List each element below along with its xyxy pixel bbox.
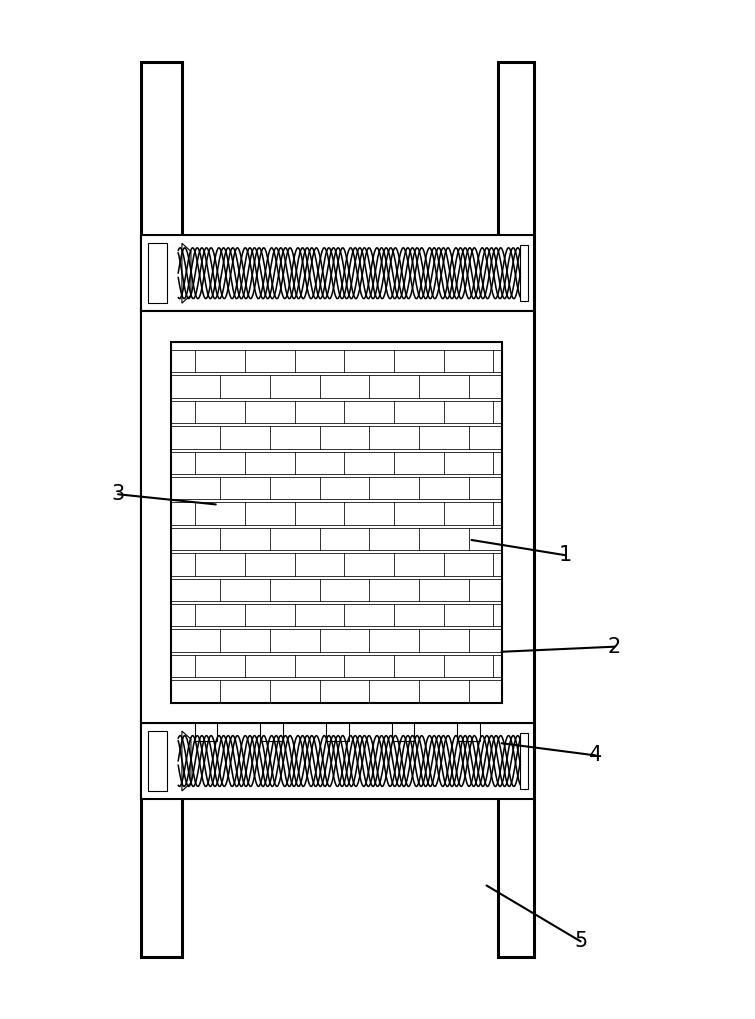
Bar (392, 722, 414, 741)
Bar (148, 731, 167, 791)
Bar (457, 722, 479, 741)
Text: 3: 3 (111, 484, 125, 504)
Text: 5: 5 (574, 931, 587, 952)
Bar (148, 244, 167, 304)
Polygon shape (182, 731, 191, 791)
Bar (520, 733, 528, 789)
Bar (171, 341, 501, 702)
Bar (520, 246, 528, 302)
Bar (326, 722, 349, 741)
Text: 1: 1 (559, 545, 572, 566)
Bar (140, 235, 534, 312)
Text: 4: 4 (589, 746, 602, 765)
Bar (260, 722, 283, 741)
Bar (195, 722, 217, 741)
Text: 2: 2 (608, 637, 621, 656)
Polygon shape (182, 244, 191, 304)
Bar (140, 722, 534, 799)
Bar (140, 62, 182, 957)
Bar (140, 312, 534, 722)
Bar (498, 62, 534, 957)
